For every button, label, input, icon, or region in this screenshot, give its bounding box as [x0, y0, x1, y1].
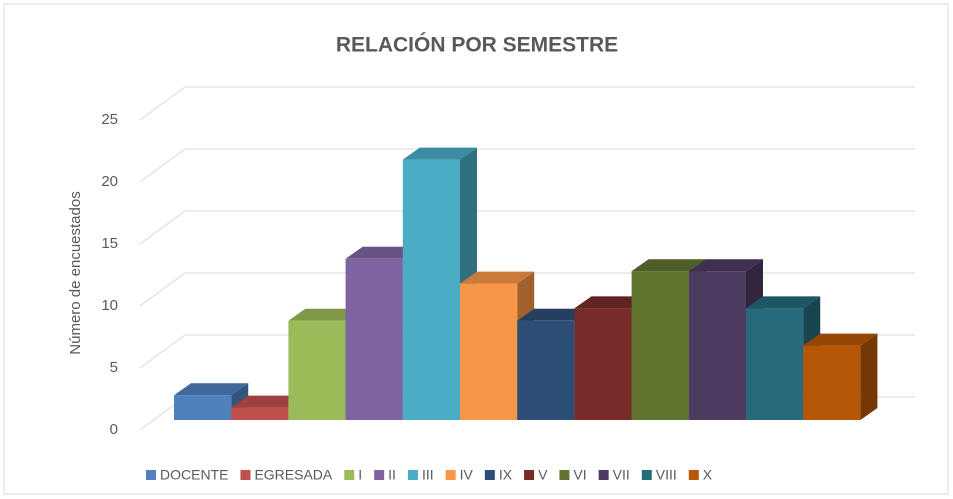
- legend-swatch: [374, 470, 385, 480]
- legend-swatch: [407, 470, 418, 480]
- legend-swatch: [688, 470, 699, 480]
- bar: [345, 258, 403, 420]
- legend-swatch: [524, 470, 535, 480]
- legend-label: X: [703, 467, 713, 483]
- grid-line: [139, 148, 186, 183]
- y-tick-label: 5: [110, 359, 118, 376]
- legend-label: IX: [499, 467, 513, 483]
- y-tick-label: 10: [101, 297, 118, 314]
- bar-top: [631, 259, 706, 272]
- bar-side-shade: [860, 333, 878, 420]
- bar-top: [231, 395, 306, 408]
- bar: [631, 271, 689, 420]
- bar: [517, 320, 575, 420]
- bar-top: [517, 308, 592, 321]
- bar-top: [688, 259, 763, 272]
- legend-swatch: [146, 470, 156, 480]
- bar-top: [803, 333, 878, 346]
- legend-swatch: [240, 470, 251, 480]
- legend-swatch: [641, 470, 652, 480]
- legend-swatch: [559, 470, 570, 480]
- bar-top-shade: [517, 308, 592, 321]
- legend-swatch: [344, 470, 355, 480]
- legend-label: VIII: [656, 467, 677, 483]
- legend-label: VI: [573, 467, 586, 483]
- legend-swatch: [484, 470, 495, 480]
- bar-top: [460, 271, 535, 284]
- bar-top-shade: [402, 147, 477, 160]
- bar-side: [860, 333, 878, 420]
- bar-top-shade: [345, 246, 420, 259]
- bar-top-shade: [688, 259, 763, 272]
- bar-top: [174, 383, 249, 396]
- bar-top: [402, 147, 477, 160]
- legend-label: VII: [613, 467, 630, 483]
- bar-top: [746, 296, 821, 309]
- bar-top-shade: [574, 296, 649, 309]
- grid-line: [139, 272, 186, 307]
- y-axis-label: Número de encuestados: [67, 191, 84, 354]
- bar: [746, 308, 804, 420]
- y-tick-label: 20: [101, 173, 118, 190]
- bar: [460, 283, 518, 420]
- legend-label: I: [358, 467, 362, 483]
- bar-top: [288, 308, 363, 321]
- grid-line: [139, 334, 186, 369]
- bar: [803, 345, 861, 420]
- y-tick-label: 25: [101, 111, 118, 128]
- bar: [688, 271, 746, 420]
- bar-top: [345, 246, 420, 259]
- bar: [231, 407, 289, 420]
- grid-line: [139, 210, 186, 245]
- y-tick-label: 0: [110, 421, 118, 438]
- y-tick-label: 15: [101, 235, 118, 252]
- bar: [574, 308, 632, 420]
- bar: [174, 395, 232, 420]
- bar-top-shade: [631, 259, 706, 272]
- legend-swatch: [445, 470, 456, 480]
- legend-label: V: [538, 467, 548, 483]
- legend-label: EGRESADA: [254, 467, 332, 483]
- legend-label: IV: [460, 467, 474, 483]
- bar: [288, 320, 346, 420]
- bar-3d: [803, 333, 878, 420]
- legend-swatch: [598, 470, 609, 480]
- grid-line: [139, 86, 186, 121]
- legend-label: DOCENTE: [160, 467, 228, 483]
- bar-top-shade: [803, 333, 878, 346]
- chart-title: RELACIÓN POR SEMESTRE: [336, 33, 618, 57]
- bar-top-shade: [746, 296, 821, 309]
- legend-label: III: [422, 467, 434, 483]
- bar-top-shade: [174, 383, 249, 396]
- legend-label: II: [388, 467, 396, 483]
- bar-top: [574, 296, 649, 309]
- bar: [402, 159, 460, 420]
- bar-top-shade: [288, 308, 363, 321]
- bar-top-shade: [231, 395, 306, 408]
- bar-top-shade: [460, 271, 535, 284]
